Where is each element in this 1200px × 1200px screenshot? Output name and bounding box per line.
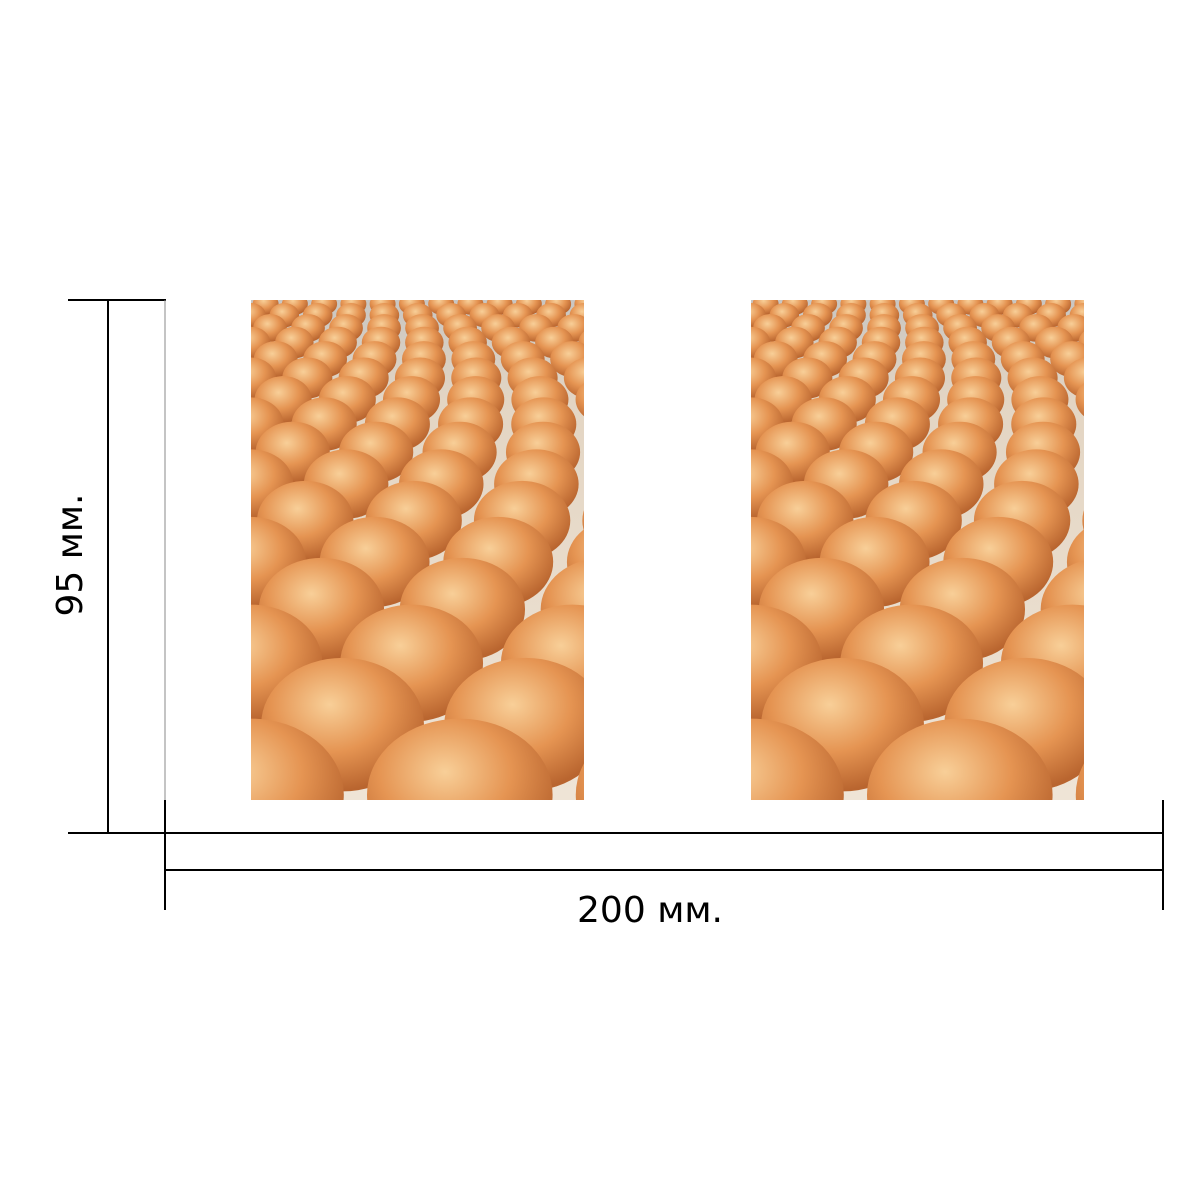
height-label: 95 мм. <box>50 493 91 616</box>
product-photo <box>78 293 804 870</box>
width-label: 200 мм. <box>577 890 723 931</box>
product-photo <box>578 293 1200 870</box>
